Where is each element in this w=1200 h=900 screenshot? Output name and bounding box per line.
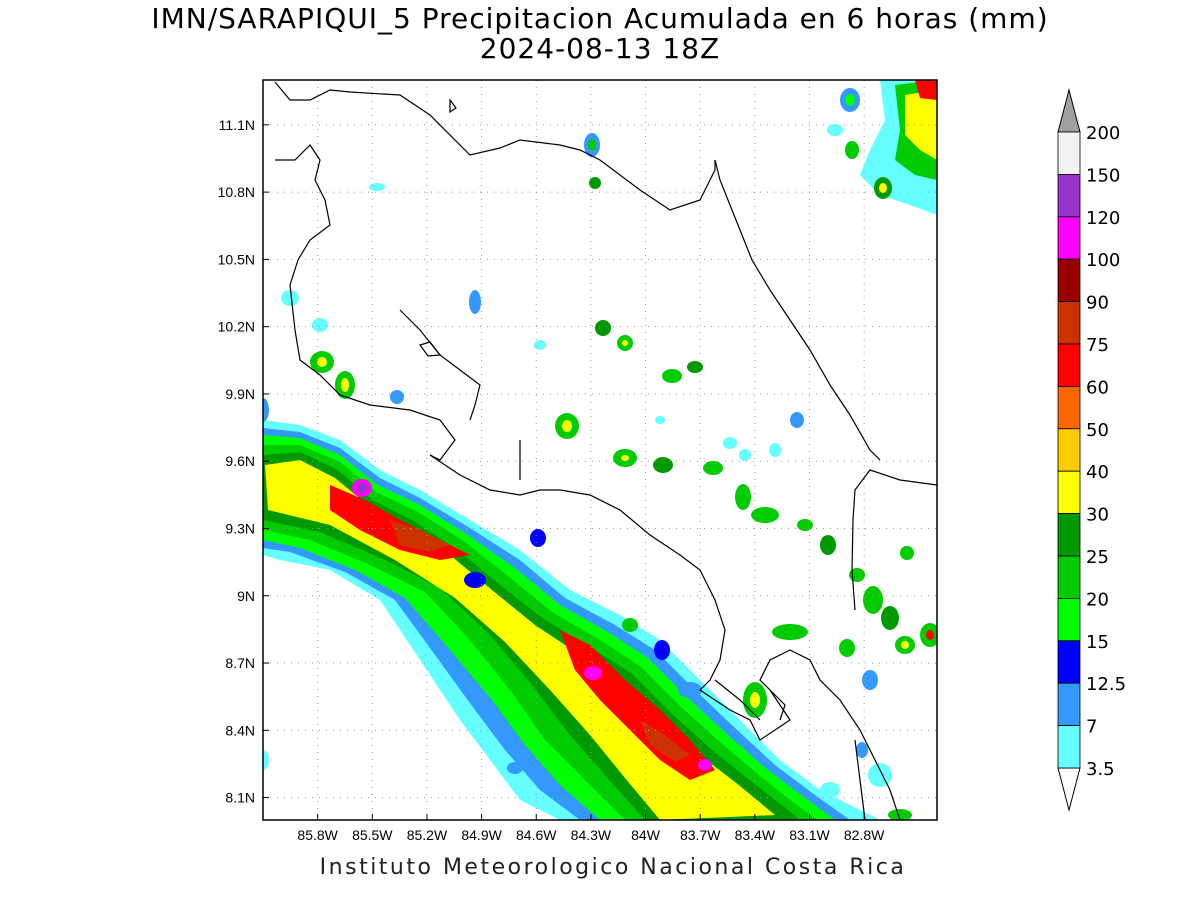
map-frame: [262, 79, 938, 821]
colorbar: 200 150 120 100 90 75 60 50 40 30 25 20 15 12.5 7 3.5: [1057, 88, 1126, 812]
lat-tick-label: 9.6N: [225, 453, 255, 469]
colorbar-level-label: 75: [1086, 335, 1109, 356]
lon-tick-label: 83.7W: [680, 827, 721, 843]
colorbar-level-label: 150: [1086, 165, 1120, 186]
colorbar-level-label: 3.5: [1086, 759, 1115, 780]
colorbar-swatch: [1057, 428, 1081, 472]
colorbar-over-triangle: [1057, 88, 1081, 133]
lat-tick-label: 10.8N: [218, 184, 255, 200]
colorbar-swatch: [1057, 301, 1081, 345]
lat-tick-label: 9.9N: [225, 386, 255, 402]
colorbar-level-label: 50: [1086, 420, 1109, 441]
lat-tick-label: 10.2N: [218, 319, 255, 335]
latitude-axis: 11.1N 10.8N 10.5N 10.2N 9.9N 9.6N 9.3N 9N 8.7N 8.…: [218, 117, 269, 806]
colorbar-level-label: 60: [1086, 377, 1109, 398]
colorbar-level-label: 30: [1086, 505, 1109, 526]
colorbar-swatch: [1057, 173, 1081, 218]
lon-tick-label: 82.8W: [844, 827, 885, 843]
rain-core-120b: [584, 666, 602, 680]
colorbar-swatch: [1057, 640, 1081, 684]
map-datetime: 2024-08-13 18Z: [479, 32, 721, 65]
footer-credit: Instituto Meteorologico Nacional Costa R…: [319, 855, 907, 880]
lon-tick-label: 84.3W: [571, 827, 612, 843]
coastlines: [274, 81, 937, 820]
lon-tick-label: 85.5W: [352, 827, 393, 843]
lat-tick-label: 8.1N: [225, 790, 255, 806]
colorbar-under-triangle: [1057, 767, 1081, 812]
lon-tick-label: 85.2W: [407, 827, 448, 843]
colorbar-level-label: 7: [1086, 717, 1097, 738]
precipitation-field: [263, 80, 937, 820]
map-title: IMN/SARAPIQUI_5 Precipitacion Acumulada …: [151, 2, 1049, 35]
lat-tick-label: 9.3N: [225, 520, 255, 536]
colorbar-level-label: 15: [1086, 632, 1109, 653]
rain-band-75b: [640, 720, 690, 762]
lon-tick-label: 84.9W: [461, 827, 502, 843]
lat-tick-label: 9N: [237, 588, 255, 604]
colorbar-swatch: [1057, 470, 1081, 515]
map-grid: [263, 80, 937, 820]
rain-core-blue: [530, 529, 546, 547]
rain-band-60b: [560, 630, 715, 780]
rain-ne-red: [915, 80, 937, 100]
rain-core-120c: [698, 759, 712, 771]
colorbar-level-label: 40: [1086, 462, 1109, 483]
colorbar-swatch: [1057, 343, 1081, 387]
colorbar-swatch: [1057, 216, 1081, 260]
lat-tick-label: 11.1N: [219, 117, 255, 133]
colorbar-swatch: [1057, 682, 1081, 727]
lat-tick-label: 10.5N: [218, 251, 255, 267]
colorbar-level-label: 25: [1086, 547, 1109, 568]
colorbar-level-label: 120: [1086, 208, 1120, 229]
colorbar-swatch: [1057, 385, 1081, 430]
colorbar-swatch: [1057, 725, 1081, 769]
rain-core-blue2: [464, 572, 486, 588]
colorbar-swatch: [1057, 555, 1081, 599]
colorbar-swatch: [1057, 258, 1081, 303]
colorbar-swatch: [1057, 513, 1081, 557]
lon-tick-label: 84.6W: [516, 827, 557, 843]
lon-tick-label: 83.4W: [735, 827, 776, 843]
longitude-axis: 85.8W 85.5W 85.2W 84.9W 84.6W 84.3W 84W 83.7W 83…: [297, 814, 885, 843]
lon-tick-label: 83.1W: [789, 827, 830, 843]
lon-tick-label: 84W: [631, 827, 661, 843]
colorbar-level-label: 90: [1086, 293, 1109, 314]
rain-core-150: [357, 483, 367, 493]
colorbar-swatch: [1057, 598, 1081, 642]
lon-tick-label: 85.8W: [297, 827, 338, 843]
lat-tick-label: 8.7N: [225, 655, 255, 671]
colorbar-level-label: 100: [1086, 250, 1120, 271]
colorbar-level-label: 12.5: [1086, 674, 1126, 695]
colorbar-level-label: 20: [1086, 589, 1109, 610]
colorbar-swatch: [1057, 131, 1081, 175]
rain-band-75: [390, 520, 450, 552]
colorbar-level-label: 200: [1086, 123, 1120, 144]
lat-tick-label: 8.4N: [225, 722, 255, 738]
